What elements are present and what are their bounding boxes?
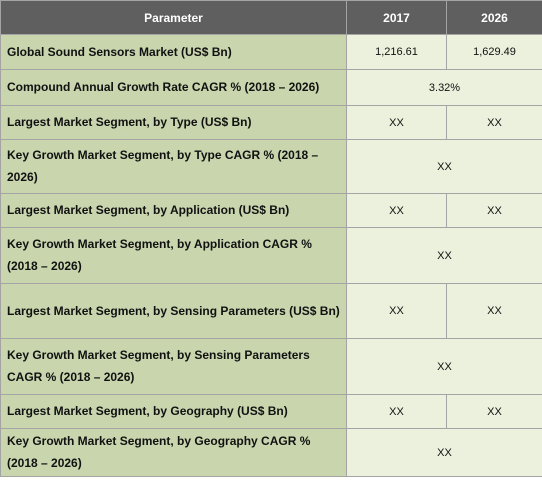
value-merged: 3.32% [346,69,542,106]
value-2017: XX [346,394,447,429]
table-row: Largest Market Segment, by Type (US$ Bn)… [0,105,542,140]
table-row: Key Growth Market Segment, by Geography … [0,428,542,477]
row-label: Largest Market Segment, by Sensing Param… [0,283,347,339]
row-label: Largest Market Segment, by Geography (US… [0,394,347,429]
row-label: Largest Market Segment, by Type (US$ Bn) [0,105,347,140]
row-label: Global Sound Sensors Market (US$ Bn) [0,34,347,70]
table-row: Key Growth Market Segment, by Type CAGR … [0,139,542,194]
row-label: Largest Market Segment, by Application (… [0,193,347,228]
value-merged: XX [346,338,542,395]
table-row: Key Growth Market Segment, by Sensing Pa… [0,338,542,395]
table-row: Largest Market Segment, by Sensing Param… [0,283,542,339]
table-row: Global Sound Sensors Market (US$ Bn) 1,2… [0,34,542,70]
row-label: Key Growth Market Segment, by Sensing Pa… [0,338,347,395]
header-year-2026: 2026 [446,0,542,35]
row-label: Key Growth Market Segment, by Type CAGR … [0,139,347,194]
value-2026: XX [446,394,542,429]
value-merged: XX [346,428,542,477]
value-2026: XX [446,105,542,140]
value-2026: XX [446,193,542,228]
header-parameter: Parameter [0,0,347,35]
row-label: Compound Annual Growth Rate CAGR % (2018… [0,69,347,106]
value-2026: XX [446,283,542,339]
table-header-row: Parameter 2017 2026 [0,0,542,35]
row-label: Key Growth Market Segment, by Applicatio… [0,227,347,284]
table-row: Key Growth Market Segment, by Applicatio… [0,227,542,284]
value-2017: 1,216.61 [346,34,447,70]
market-summary-table: Parameter 2017 2026 Global Sound Sensors… [0,0,542,477]
value-merged: XX [346,227,542,284]
value-2017: XX [346,105,447,140]
row-label: Key Growth Market Segment, by Geography … [0,428,347,477]
table-row: Largest Market Segment, by Geography (US… [0,394,542,429]
value-2026: 1,629.49 [446,34,542,70]
value-merged: XX [346,139,542,194]
header-year-2017: 2017 [346,0,447,35]
table-row: Compound Annual Growth Rate CAGR % (2018… [0,69,542,106]
value-2017: XX [346,283,447,339]
value-2017: XX [346,193,447,228]
table-row: Largest Market Segment, by Application (… [0,193,542,228]
